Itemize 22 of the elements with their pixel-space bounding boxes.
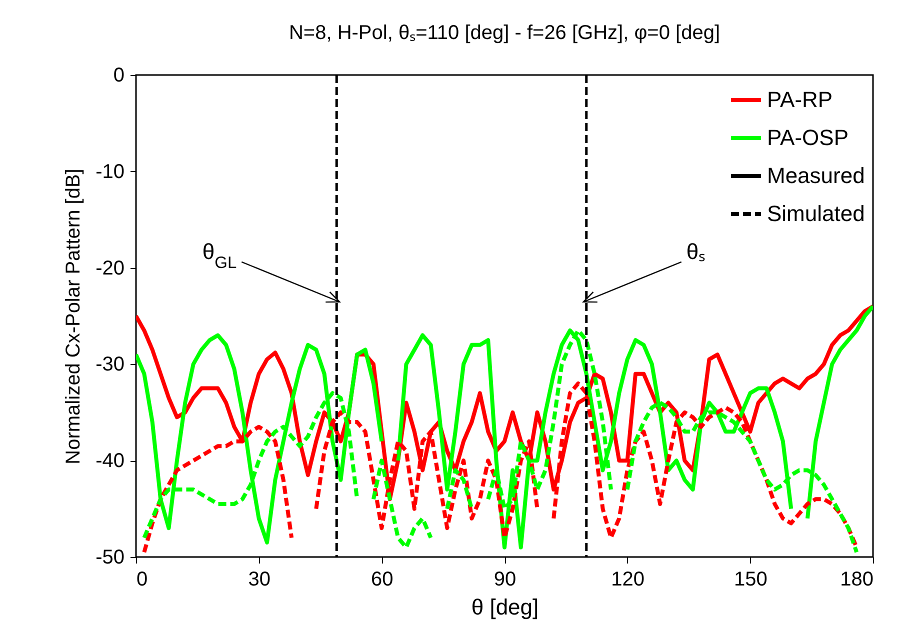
y-tick-label: -20 — [96, 257, 124, 280]
x-tick-label: 60 — [371, 568, 394, 590]
y-tick-label: -40 — [96, 450, 124, 472]
legend-label: Simulated — [767, 201, 865, 226]
x-tick-label: 150 — [734, 568, 768, 590]
x-axis-title: θ [deg] — [471, 594, 539, 620]
y-tick-label: -10 — [96, 160, 124, 183]
x-tick-label: 90 — [494, 568, 516, 590]
legend-label: PA-OSP — [767, 125, 849, 150]
legend-label: PA-RP — [767, 87, 833, 112]
y-tick-label: -30 — [96, 354, 124, 376]
x-tick-label: 0 — [136, 568, 148, 590]
y-tick-label: -50 — [96, 546, 124, 568]
y-axis-title: Normalized Cx-Polar Pattern [dB] — [62, 168, 85, 464]
ref-line-label: θₛ — [686, 238, 706, 264]
x-tick-label: 180 — [840, 568, 874, 590]
x-tick-label: 30 — [248, 568, 270, 590]
legend-label: Measured — [767, 163, 865, 188]
y-tick-label: 0 — [113, 64, 124, 86]
x-tick-label: 120 — [611, 568, 645, 590]
ref-line-label: θ$_{GL}$ — [202, 238, 237, 272]
chart-title: N=8, H-Pol, θₛ=110 [deg] - f=26 [GHz], φ=0 [deg] — [288, 22, 720, 44]
